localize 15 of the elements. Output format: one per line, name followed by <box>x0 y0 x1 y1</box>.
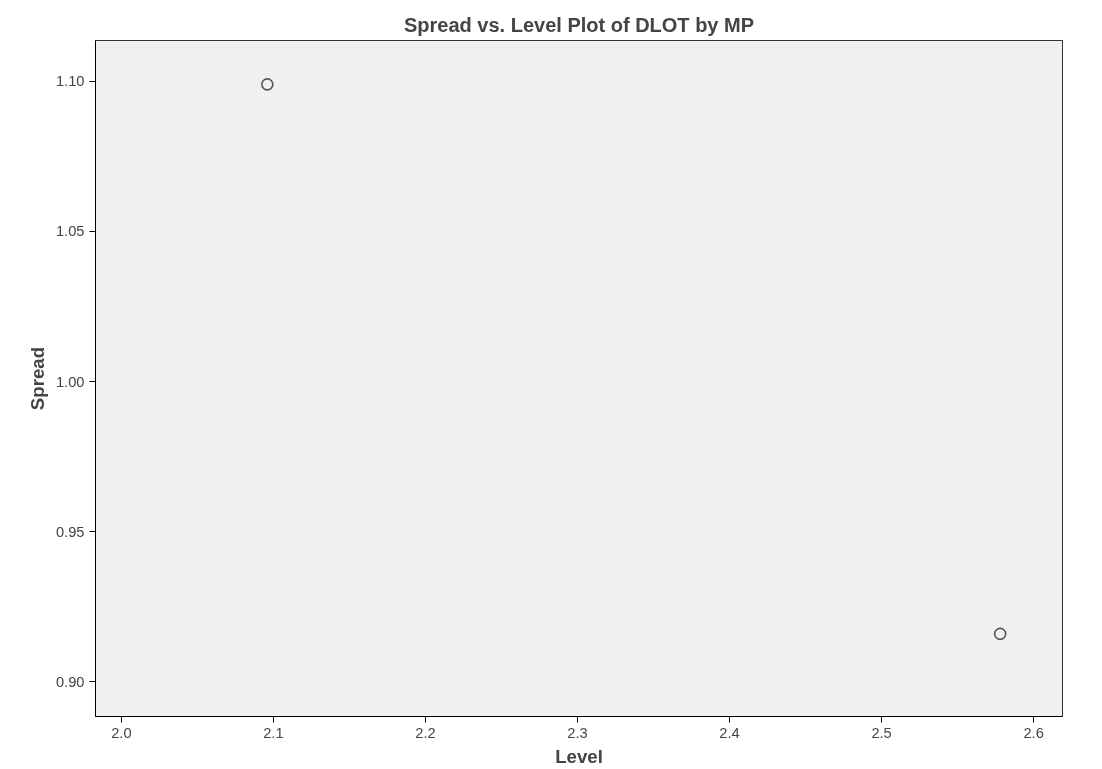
y-tick-label: 1.05 <box>55 223 85 240</box>
x-tick-label: 2.5 <box>871 724 892 741</box>
x-tick-label: 2.6 <box>1023 724 1044 741</box>
x-tick-label: 2.0 <box>111 724 132 741</box>
x-tick-label: 2.3 <box>567 724 588 741</box>
y-tick-label: 1.10 <box>55 73 85 90</box>
x-tick-label: 2.4 <box>719 724 740 741</box>
y-axis-title: Spread <box>26 346 48 411</box>
x-tick-label: 2.2 <box>415 724 436 741</box>
x-axis-title: Level <box>555 745 603 767</box>
y-tick-label: 0.90 <box>55 673 85 690</box>
y-tick-label: 0.95 <box>55 523 85 540</box>
x-tick-label: 2.1 <box>263 724 284 741</box>
chart-title: Spread vs. Level Plot of DLOT by MP <box>403 13 755 36</box>
y-tick-label: 1.00 <box>55 373 85 390</box>
